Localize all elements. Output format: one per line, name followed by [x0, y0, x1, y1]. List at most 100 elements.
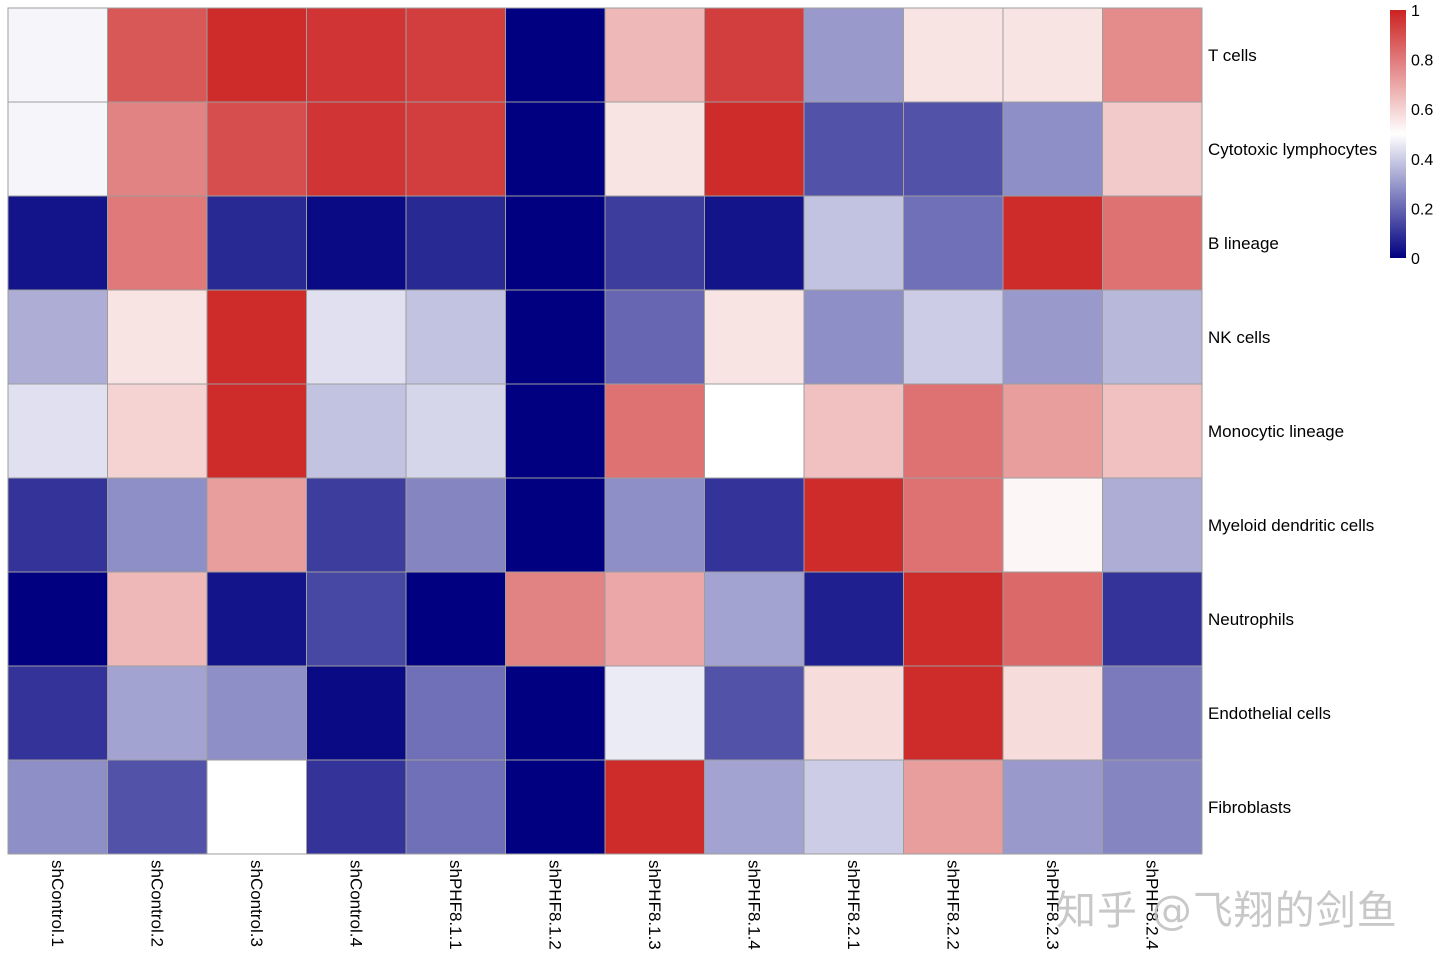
column-label: shPHF8.2.3	[1043, 860, 1062, 950]
heatmap-cell	[604, 101, 705, 197]
legend-colorbar	[1390, 10, 1406, 258]
heatmap-cell	[505, 101, 606, 197]
heatmap-cell	[604, 289, 705, 385]
heatmap-cell	[803, 195, 904, 291]
heatmap-cell	[107, 7, 208, 103]
row-label: B lineage	[1208, 234, 1279, 253]
heatmap-cell	[903, 759, 1004, 855]
heatmap-cell	[903, 7, 1004, 103]
heatmap-cell	[206, 665, 307, 761]
column-label: shControl.1	[48, 860, 67, 947]
heatmap-cell	[1002, 759, 1103, 855]
heatmap-cell	[107, 101, 208, 197]
heatmap-cell	[206, 477, 307, 573]
heatmap-cell	[206, 195, 307, 291]
legend-tick-label: 0.6	[1411, 102, 1433, 119]
heatmap-cell	[903, 101, 1004, 197]
column-label: shControl.3	[247, 860, 266, 947]
heatmap-cell	[1002, 289, 1103, 385]
heatmap-cell	[206, 383, 307, 479]
heatmap-cell	[803, 289, 904, 385]
heatmap-cell	[803, 101, 904, 197]
heatmap-cell	[704, 477, 805, 573]
heatmap-cell	[1002, 7, 1103, 103]
heatmap-cell	[505, 195, 606, 291]
watermark-text: 知乎 @飞翔的剑鱼	[1056, 888, 1398, 934]
heatmap-cell	[505, 289, 606, 385]
heatmap-cell	[505, 665, 606, 761]
row-label: Neutrophils	[1208, 610, 1294, 629]
heatmap-cell	[306, 665, 407, 761]
heatmap-cell	[405, 101, 506, 197]
heatmap-cell	[1002, 101, 1103, 197]
heatmap-cell	[107, 477, 208, 573]
heatmap-cell	[903, 665, 1004, 761]
heatmap-cell	[604, 477, 705, 573]
row-label: Cytotoxic lymphocytes	[1208, 140, 1377, 159]
heatmap-cell	[7, 665, 108, 761]
heatmap-cell	[306, 289, 407, 385]
legend-tick-label: 0	[1411, 251, 1420, 268]
heatmap-cell	[405, 571, 506, 667]
heatmap-cell	[306, 101, 407, 197]
heatmap-cell	[1102, 571, 1203, 667]
heatmap-cell	[704, 571, 805, 667]
heatmap-cell	[1002, 571, 1103, 667]
row-labels: T cells Cytotoxic lymphocytes B lineage NK …	[1208, 46, 1377, 817]
heatmap-cell	[803, 571, 904, 667]
heatmap-cell	[7, 7, 108, 103]
column-label: shPHF8.1.2	[545, 860, 564, 950]
heatmap-cell	[306, 571, 407, 667]
heatmap-cell	[405, 383, 506, 479]
column-labels: shControl.1 shControl.2 shControl.3 shContr…	[48, 860, 1162, 950]
heatmap-cell	[704, 195, 805, 291]
heatmap-cell	[7, 759, 108, 855]
legend-tick-label: 1	[1411, 3, 1420, 20]
heatmap-cell	[206, 101, 307, 197]
heatmap-cell	[405, 759, 506, 855]
column-label: shControl.2	[147, 860, 166, 947]
heatmap-cell	[505, 571, 606, 667]
heatmap-cell	[1102, 7, 1203, 103]
heatmap-cell	[1102, 383, 1203, 479]
heatmap-cell	[1102, 477, 1203, 573]
heatmap-cell	[903, 195, 1004, 291]
column-label: shPHF8.2.2	[943, 860, 962, 950]
heatmap-cell	[7, 571, 108, 667]
row-label: Fibroblasts	[1208, 798, 1291, 817]
heatmap-cell	[604, 383, 705, 479]
legend-tick-label: 0.4	[1411, 152, 1433, 169]
heatmap-cell	[405, 477, 506, 573]
heatmap-cell	[107, 383, 208, 479]
heatmap-cell	[1102, 759, 1203, 855]
heatmap-cell	[803, 7, 904, 103]
heatmap-cell	[1002, 665, 1103, 761]
row-label: Monocytic lineage	[1208, 422, 1344, 441]
row-label: NK cells	[1208, 328, 1270, 347]
column-label: shPHF8.2.4	[1142, 860, 1161, 950]
heatmap-cell	[1102, 665, 1203, 761]
heatmap-cell	[405, 665, 506, 761]
heatmap-cell	[107, 665, 208, 761]
heatmap-cell	[306, 195, 407, 291]
heatmap-cell	[7, 101, 108, 197]
legend-tick-label: 0.2	[1411, 201, 1433, 218]
heatmap-cell	[107, 195, 208, 291]
column-label: shPHF8.2.1	[844, 860, 863, 950]
heatmap-cell	[803, 759, 904, 855]
heatmap-cell	[903, 477, 1004, 573]
heatmap-cell	[704, 7, 805, 103]
heatmap-cell	[206, 289, 307, 385]
heatmap-cell	[604, 665, 705, 761]
heatmap-cell	[107, 289, 208, 385]
heatmap-cell	[405, 289, 506, 385]
column-label: shPHF8.1.4	[744, 860, 763, 950]
heatmap-cell	[604, 759, 705, 855]
heatmap-cell	[505, 383, 606, 479]
heatmap-cell	[1102, 289, 1203, 385]
heatmap-cell	[206, 571, 307, 667]
row-label: Endothelial cells	[1208, 704, 1331, 723]
heatmap-cell	[704, 665, 805, 761]
heatmap-cell	[1002, 195, 1103, 291]
heatmap-cell	[1002, 477, 1103, 573]
